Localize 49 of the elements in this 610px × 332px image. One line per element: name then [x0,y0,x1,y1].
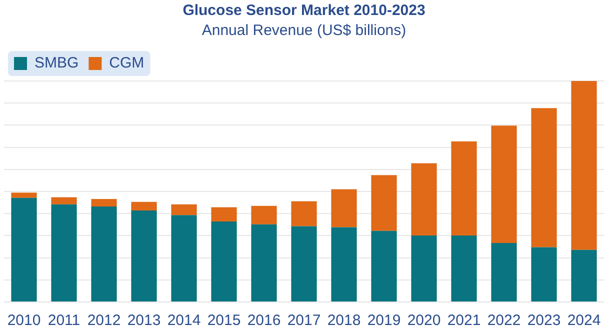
x-tick-label: 2019 [367,312,401,330]
x-tick-label: 2022 [487,312,521,330]
bar [531,247,557,302]
bar [451,141,477,236]
bar [91,199,117,207]
bar [11,192,37,198]
x-tick-label: 2011 [48,312,80,330]
chart-subtitle: Annual Revenue (US$ billions) [202,22,406,40]
bar [51,197,77,204]
bar [411,235,437,302]
bar [531,108,557,248]
bar [491,126,517,243]
x-tick-label: 2017 [287,312,321,330]
bar [491,242,517,302]
bar [331,189,357,228]
legend-label: CGM [109,54,144,72]
bar [451,235,477,302]
bar [11,198,37,302]
bar [571,81,597,250]
bar [371,230,397,302]
bar [211,207,237,222]
x-tick-label: 2024 [567,312,601,330]
x-tick-label: 2012 [87,312,121,330]
bar [251,206,277,224]
x-tick-label: 2021 [447,312,481,330]
bar [291,201,317,226]
bar [171,204,197,216]
chart-title: Glucose Sensor Market 2010-2023 [182,2,426,20]
x-tick-label: 2014 [167,312,201,330]
bar [331,227,357,302]
bar [211,222,237,302]
bar [51,204,77,302]
bar [371,175,397,231]
x-tick-label: 2010 [7,312,41,330]
bar [251,224,277,302]
x-tick-label: 2015 [207,312,241,330]
x-tick-label: 2018 [327,312,361,330]
bar [131,202,157,211]
bar [131,210,157,302]
bar [291,226,317,302]
bar [411,163,437,236]
x-tick-label: 2020 [407,312,441,330]
bar [571,250,597,302]
legend-label: SMBG [34,54,79,72]
bar [171,215,197,302]
x-tick-label: 2013 [127,312,161,330]
bar [91,206,117,302]
x-tick-label: 2016 [247,312,281,330]
x-tick-label: 2023 [527,312,561,330]
